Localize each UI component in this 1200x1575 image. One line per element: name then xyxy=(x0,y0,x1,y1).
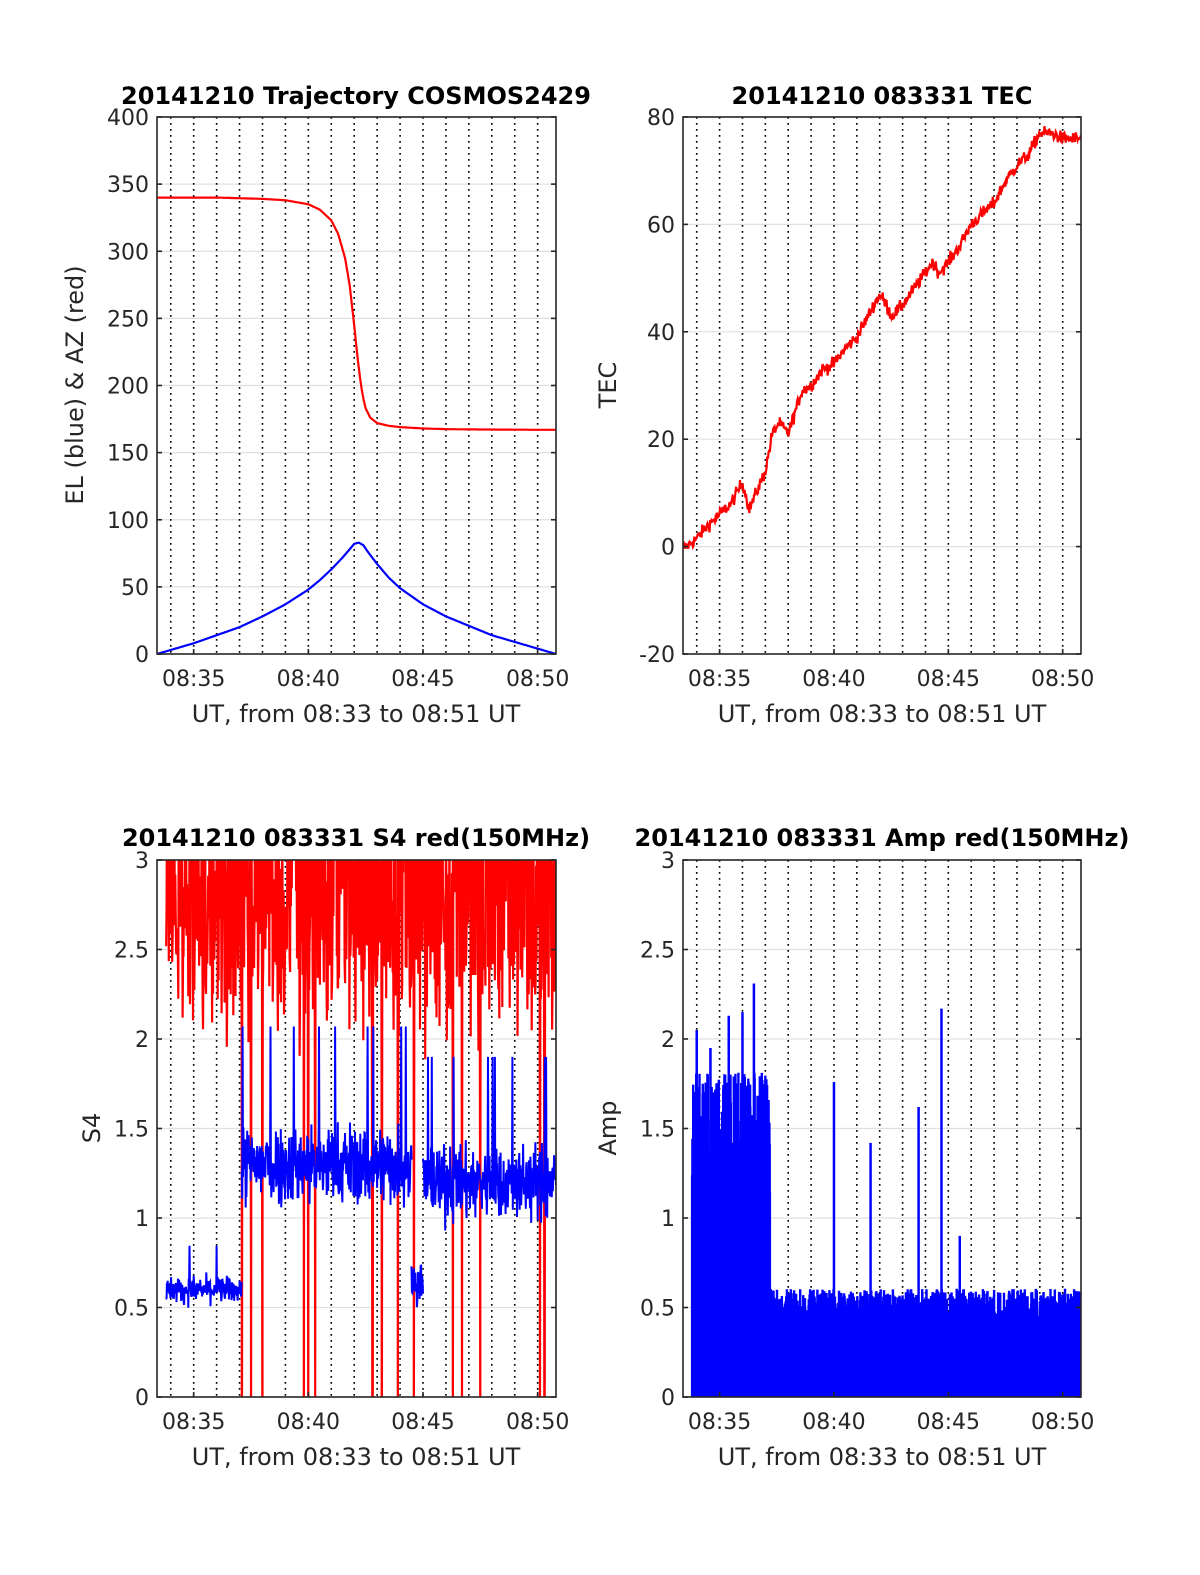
trajectory-series-0 xyxy=(157,196,556,431)
s4-xlabel: UT, from 08:33 to 08:51 UT xyxy=(192,1443,521,1471)
trajectory-panel: 20141210 Trajectory COSMOS2429 EL (blue)… xyxy=(61,82,591,728)
s4-series-1-segment xyxy=(165,1245,243,1308)
tec-xtick-label: 08:50 xyxy=(1031,667,1094,692)
trajectory-series-1 xyxy=(157,541,556,654)
tec-xlabel: UT, from 08:33 to 08:51 UT xyxy=(718,700,1047,728)
tec-series-0 xyxy=(683,125,1081,551)
tec-axes-box xyxy=(682,116,1082,655)
s4-panel: 20141210 083331 S4 red(150MHz) S4 UT, fr… xyxy=(78,824,590,1471)
tec-xtick-label: 08:40 xyxy=(802,667,865,692)
tec-plot-area xyxy=(683,117,1081,654)
s4-xtick-label: 08:40 xyxy=(277,1410,340,1435)
trajectory-xtick-label: 08:35 xyxy=(162,667,225,692)
amp-panel: 20141210 083331 Amp red(150MHz) Amp UT, … xyxy=(594,824,1129,1471)
s4-series-1-segment xyxy=(410,1264,424,1308)
amp-series-fill xyxy=(690,1072,772,1397)
s4-xtick-label: 08:45 xyxy=(391,1410,454,1435)
trajectory-ylabel: EL (blue) & AZ (red) xyxy=(61,265,89,504)
s4-xtick-label: 08:50 xyxy=(506,1410,569,1435)
s4-series-group xyxy=(165,860,556,1397)
trajectory-ytick-label: 300 xyxy=(107,240,149,265)
s4-xtick-label: 08:35 xyxy=(162,1410,225,1435)
amp-ytick-label: 2 xyxy=(661,1028,675,1053)
s4-ylabel: S4 xyxy=(78,1113,106,1144)
amp-title: 20141210 083331 Amp red(150MHz) xyxy=(635,824,1130,852)
trajectory-ytick-label: 0 xyxy=(135,643,149,668)
amp-series-group xyxy=(690,983,1081,1397)
amp-ytick-label: 1.5 xyxy=(640,1118,675,1143)
amp-ytick-label: 1 xyxy=(661,1207,675,1232)
tec-xtick-label: 08:35 xyxy=(688,667,751,692)
amp-ytick-label: 2.5 xyxy=(640,939,675,964)
tec-ylabel: TEC xyxy=(594,362,622,410)
tec-panel: 20141210 083331 TEC TEC UT, from 08:33 t… xyxy=(594,82,1094,728)
s4-ytick-label: 2 xyxy=(135,1028,149,1053)
tec-ytick-label: 20 xyxy=(647,428,675,453)
amp-xtick-label: 08:50 xyxy=(1031,1410,1094,1435)
trajectory-ytick-label: 250 xyxy=(107,307,149,332)
s4-ytick-label: 0.5 xyxy=(114,1297,149,1322)
trajectory-xtick-label: 08:50 xyxy=(506,667,569,692)
s4-series-1-segment xyxy=(240,1026,413,1208)
trajectory-ytick-label: 50 xyxy=(121,576,149,601)
tec-ytick-label: 80 xyxy=(647,106,675,131)
amp-ytick-label: 3 xyxy=(661,849,675,874)
tec-ytick-label: 40 xyxy=(647,321,675,346)
trajectory-xlabel: UT, from 08:33 to 08:51 UT xyxy=(192,700,521,728)
amp-xtick-label: 08:40 xyxy=(802,1410,865,1435)
amp-series-fill xyxy=(768,1288,1081,1397)
tec-ytick-label: -20 xyxy=(639,643,675,668)
s4-ytick-label: 0 xyxy=(135,1386,149,1411)
tec-series-group xyxy=(683,125,1081,551)
tec-xtick-label: 08:45 xyxy=(917,667,980,692)
amp-ytick-label: 0.5 xyxy=(640,1297,675,1322)
s4-series-1-segment xyxy=(422,1056,556,1231)
amp-ytick-label: 0 xyxy=(661,1386,675,1411)
s4-ytick-label: 2.5 xyxy=(114,939,149,964)
amp-xtick-label: 08:45 xyxy=(917,1410,980,1435)
trajectory-ytick-label: 350 xyxy=(107,173,149,198)
tec-ytick-label: 60 xyxy=(647,213,675,238)
tec-ytick-label: 0 xyxy=(661,536,675,561)
trajectory-xtick-label: 08:45 xyxy=(391,667,454,692)
trajectory-xtick-label: 08:40 xyxy=(277,667,340,692)
s4-title: 20141210 083331 S4 red(150MHz) xyxy=(122,824,590,852)
trajectory-ytick-label: 100 xyxy=(107,509,149,534)
trajectory-ytick-label: 400 xyxy=(107,106,149,131)
trajectory-title: 20141210 Trajectory COSMOS2429 xyxy=(121,82,591,110)
trajectory-series-group xyxy=(157,196,556,654)
tec-title: 20141210 083331 TEC xyxy=(732,82,1033,110)
trajectory-ytick-label: 150 xyxy=(107,442,149,467)
s4-ytick-label: 1 xyxy=(135,1207,149,1232)
s4-ytick-label: 3 xyxy=(135,849,149,874)
trajectory-ytick-label: 200 xyxy=(107,375,149,400)
s4-ytick-label: 1.5 xyxy=(114,1118,149,1143)
amp-xtick-label: 08:35 xyxy=(688,1410,751,1435)
amp-xlabel: UT, from 08:33 to 08:51 UT xyxy=(718,1443,1047,1471)
amp-ylabel: Amp xyxy=(594,1100,622,1155)
